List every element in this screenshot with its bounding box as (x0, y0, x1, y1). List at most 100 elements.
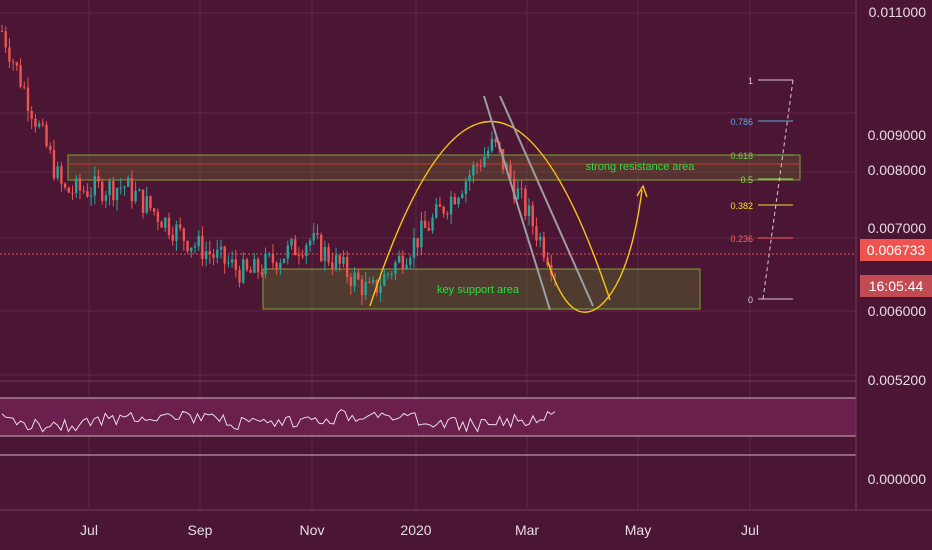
candle-body-113 (420, 220, 423, 248)
candle-body-7 (26, 87, 30, 111)
candle-body-48 (178, 224, 182, 229)
candle-body-85 (316, 233, 319, 235)
candle-body-115 (427, 227, 431, 231)
candle-body-40 (149, 196, 152, 209)
candle-body-149 (553, 275, 557, 277)
candle-body-11 (41, 123, 45, 125)
price-tick-1: 0.009000 (867, 127, 926, 143)
candle-body-66 (245, 259, 249, 271)
candle-body-131 (486, 150, 490, 157)
candle-body-22 (82, 190, 85, 192)
candle-body-126 (468, 175, 471, 182)
candle-body-137 (509, 164, 512, 179)
channel-line-lower (483, 95, 551, 311)
candle-body-68 (253, 259, 256, 273)
candle-body-2 (8, 47, 11, 62)
candle-body-93 (345, 256, 349, 278)
candle-body-57 (212, 254, 215, 258)
candle-body-103 (383, 274, 386, 286)
candle-body-77 (286, 245, 289, 259)
candle-body-91 (338, 255, 341, 264)
candle-body-16 (60, 166, 63, 184)
projection-curve (547, 189, 643, 313)
candle-body-116 (431, 217, 434, 231)
candle-body-34 (126, 178, 130, 187)
candle-body-117 (435, 204, 438, 218)
candle-body-14 (52, 149, 56, 179)
candle-body-28 (104, 195, 108, 201)
countdown-badge: 16:05:44 (860, 275, 932, 297)
candle-body-55 (204, 251, 208, 260)
candle-body-106 (394, 262, 397, 274)
candle-body-18 (67, 187, 71, 193)
fib-label-0: 1 (748, 76, 753, 86)
candle-body-133 (494, 138, 497, 143)
candle-body-61 (227, 262, 230, 264)
candle-body-84 (312, 233, 315, 241)
candle-body-129 (479, 165, 482, 167)
support-label: key support area (437, 284, 520, 296)
candle-body-63 (234, 259, 238, 270)
indicator-tick-0: 0.005200 (867, 372, 926, 388)
candle-body-47 (175, 224, 178, 241)
candle-body-125 (464, 181, 468, 195)
candle-body-33 (123, 186, 126, 188)
candle-body-89 (331, 262, 334, 269)
candle-body-92 (342, 256, 345, 264)
candle-body-20 (75, 178, 78, 194)
candle-body-43 (160, 221, 163, 228)
price-tick-0: 0.011000 (868, 4, 926, 20)
candle-body-105 (390, 273, 393, 275)
candle-body-97 (360, 279, 364, 296)
candle-body-32 (119, 187, 122, 189)
fib-label-5: 0.236 (730, 234, 753, 244)
indicator-pane (0, 397, 856, 456)
candle-body-76 (282, 258, 286, 263)
candle-body-104 (386, 273, 390, 275)
indicator-line (1, 408, 556, 433)
candle-body-27 (101, 181, 104, 201)
candle-body-38 (141, 189, 145, 213)
candle-body-142 (527, 205, 531, 217)
candle-body-6 (23, 86, 26, 88)
candle-body-17 (63, 183, 67, 188)
candle-body-29 (108, 180, 111, 196)
candle-body-50 (186, 241, 189, 252)
candle-body-8 (30, 110, 33, 119)
fib-label-2: 0.618 (730, 151, 753, 161)
drawings-layer (369, 95, 648, 313)
candle-body-118 (438, 204, 442, 207)
candle-body-128 (475, 164, 479, 166)
candle-body-82 (305, 245, 308, 256)
chart-zones (0, 154, 856, 310)
time-tick-2: Nov (299, 522, 325, 538)
candle-body-100 (371, 279, 375, 283)
resistance-zone (67, 154, 801, 181)
candle-body-15 (56, 166, 59, 179)
price-tick-4: 0.006000 (867, 303, 926, 319)
candle-body-39 (145, 196, 148, 213)
candle-body-139 (516, 188, 520, 200)
candle-body-31 (115, 188, 119, 201)
time-tick-3: 2020 (400, 522, 432, 538)
resistance-label: strong resistance area (586, 161, 696, 173)
candle-body-45 (167, 217, 171, 235)
candle-body-111 (412, 238, 416, 259)
candle-body-37 (138, 189, 141, 191)
candle-body-140 (520, 188, 523, 190)
candle-body-114 (423, 220, 427, 228)
candle-body-74 (275, 262, 278, 270)
candle-body-79 (294, 239, 297, 256)
candle-body-13 (49, 146, 52, 150)
fib-trend-line (762, 79, 794, 300)
candle-body-72 (268, 253, 271, 255)
candle-body-80 (297, 255, 301, 257)
candle-body-46 (171, 234, 174, 241)
candle-body-78 (290, 239, 293, 246)
candle-body-83 (308, 240, 312, 246)
candle-body-23 (86, 191, 89, 197)
candle-body-3 (11, 61, 15, 63)
fib-label-4: 0.382 (730, 201, 753, 211)
